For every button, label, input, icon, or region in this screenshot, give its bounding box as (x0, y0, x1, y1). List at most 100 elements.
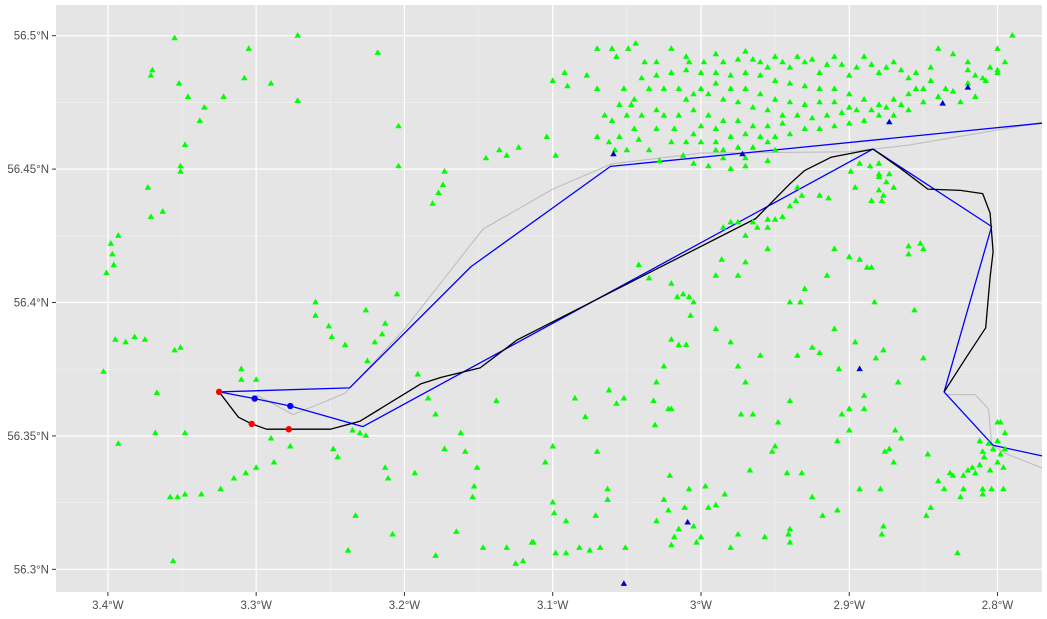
green-triangle-marker (749, 218, 757, 225)
green-triangle-marker (860, 392, 868, 398)
green-triangle-marker (115, 232, 122, 238)
green-triangle-marker (697, 533, 705, 540)
green-triangle-marker (543, 133, 550, 139)
green-triangle-marker (122, 338, 129, 345)
green-triangle-marker (720, 224, 727, 230)
green-triangle-marker (786, 538, 794, 545)
green-triangle-marker (875, 186, 883, 193)
green-triangle-marker (764, 106, 771, 113)
green-triangle-marker (890, 184, 897, 190)
green-triangle-marker (794, 352, 801, 358)
green-triangle-marker (631, 96, 638, 102)
green-triangle-marker (786, 64, 794, 70)
x-tick-label: 3.2°W (389, 600, 421, 612)
green-triangle-marker (997, 450, 1004, 457)
green-triangle-marker (982, 77, 989, 83)
green-triangle-marker (697, 69, 705, 75)
green-triangle-marker (964, 66, 972, 73)
green-triangle-marker (881, 448, 889, 454)
green-triangle-marker (734, 530, 742, 537)
green-triangle-marker (905, 250, 912, 257)
green-triangle-marker (660, 496, 668, 502)
green-triangle-marker (886, 445, 893, 452)
green-triangle-marker (681, 504, 688, 510)
green-triangle-marker (181, 141, 189, 147)
green-triangle-marker (660, 362, 668, 369)
green-triangle-marker (847, 168, 854, 174)
green-triangle-marker (831, 98, 838, 105)
green-triangle-marker (816, 192, 823, 198)
red-waypoint-dot (285, 426, 292, 433)
green-triangle-marker (989, 445, 997, 452)
green-triangle-marker (685, 58, 693, 65)
route-lines (218, 121, 1043, 469)
green-triangle-marker (616, 133, 623, 139)
x-axis: 3.4°W 3.3°W 3.2°W 3.1°W 3°W 2.9°W 2.8°W (92, 592, 1013, 612)
green-triangle-marker (994, 45, 1001, 51)
green-triangle-marker (911, 306, 918, 313)
green-triangle-marker (920, 354, 927, 361)
green-triangle-marker (718, 256, 725, 262)
green-triangle-marker (671, 533, 678, 540)
green-triangle-marker (712, 138, 720, 145)
green-triangle-marker (453, 528, 460, 534)
green-triangle-marker (424, 394, 432, 401)
green-triangle-marker (972, 469, 979, 476)
green-triangle-marker (552, 549, 559, 556)
green-triangle-marker (149, 66, 156, 73)
green-triangle-marker (697, 85, 705, 91)
green-triangle-marker (897, 434, 905, 441)
green-triangle-marker (890, 58, 897, 65)
green-triangle-marker (665, 506, 672, 513)
green-triangle-marker (705, 162, 712, 169)
green-triangle-marker (964, 466, 972, 473)
x-tick-label: 3.3°W (240, 600, 272, 612)
green-triangle-marker (720, 117, 727, 123)
green-triangle-marker (252, 464, 260, 470)
green-triangle-marker (503, 544, 510, 550)
green-triangle-marker (576, 544, 583, 550)
green-triangle-marker (923, 512, 930, 518)
green-triangle-marker (994, 69, 1001, 75)
green-triangle-marker (608, 45, 616, 51)
green-triangle-marker (668, 280, 675, 286)
green-triangle-marker (564, 82, 571, 89)
green-triangle-marker (742, 154, 749, 161)
green-triangle-marker (768, 448, 776, 454)
green-triangle-marker (764, 216, 771, 222)
green-triangle-marker (786, 298, 794, 305)
green-triangle-marker (940, 485, 948, 492)
green-triangle-marker (712, 272, 720, 278)
green-triangle-marker (863, 264, 871, 270)
green-triangle-marker (622, 544, 629, 550)
green-triangle-marker (905, 106, 912, 113)
green-triangle-marker (294, 32, 301, 38)
green-triangle-marker (875, 160, 883, 166)
green-triangle-marker (890, 458, 897, 465)
blue-triangle-marker (739, 150, 746, 157)
green-triangle-marker (496, 146, 503, 153)
green-triangle-marker (1000, 464, 1007, 470)
green-triangle-marker (783, 469, 791, 476)
green-triangle-marker (441, 445, 448, 452)
green-triangle-marker (668, 45, 675, 51)
green-triangle-marker (831, 325, 838, 332)
green-triangle-marker (764, 224, 771, 230)
green-triangle-marker (645, 274, 653, 281)
green-triangle-marker (174, 493, 181, 500)
green-triangle-marker (177, 168, 184, 174)
blue-triangle-marker (856, 365, 863, 372)
green-triangle-marker (757, 133, 764, 139)
green-triangle-marker (986, 466, 994, 473)
green-triangle-marker (674, 293, 681, 300)
green-triangle-marker (980, 453, 988, 460)
green-triangle-marker (905, 90, 912, 97)
green-triangle-marker (949, 88, 957, 94)
green-triangle-marker (352, 512, 359, 518)
green-triangle-marker (457, 429, 464, 436)
green-triangle-marker (611, 146, 619, 153)
green-triangle-marker (679, 152, 687, 158)
green-triangle-marker (727, 72, 734, 78)
green-triangle-marker (917, 240, 924, 246)
green-triangle-marker (986, 64, 994, 70)
